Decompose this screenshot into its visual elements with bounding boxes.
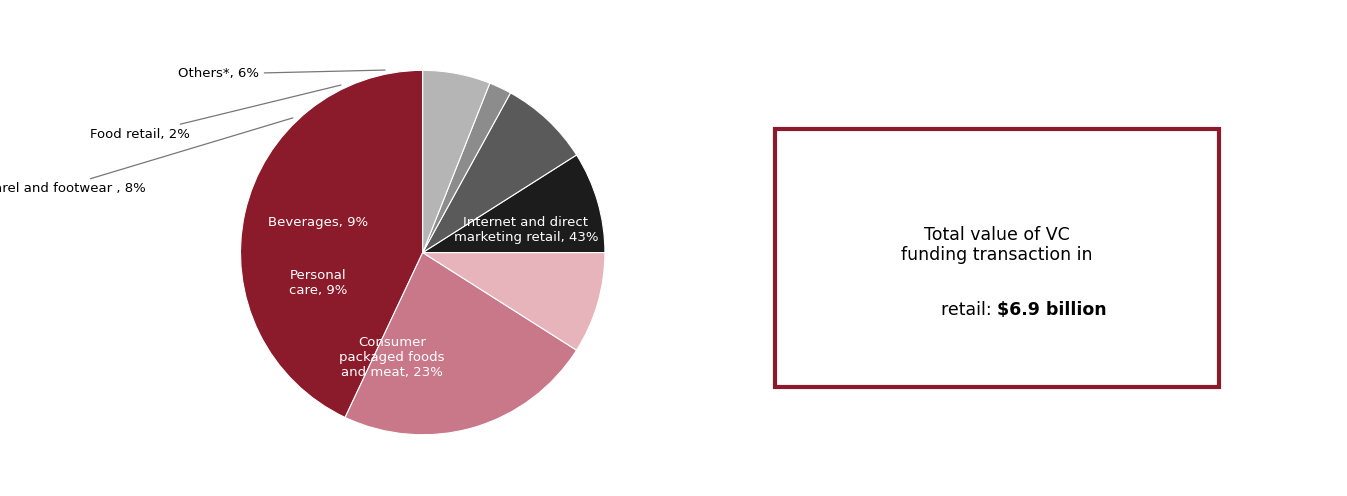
Text: Total value of VC
funding transaction in: Total value of VC funding transaction in bbox=[901, 226, 1092, 264]
Wedge shape bbox=[241, 70, 423, 418]
Wedge shape bbox=[423, 155, 605, 252]
Text: Personal
care, 9%: Personal care, 9% bbox=[288, 269, 348, 297]
Text: Internet and direct
marketing retail, 43%: Internet and direct marketing retail, 43… bbox=[454, 215, 598, 244]
Text: Consumer
packaged foods
and meat, 23%: Consumer packaged foods and meat, 23% bbox=[339, 336, 445, 379]
Text: Apparel and footwear , 8%: Apparel and footwear , 8% bbox=[0, 118, 292, 195]
Wedge shape bbox=[423, 93, 577, 252]
Wedge shape bbox=[345, 252, 577, 435]
FancyBboxPatch shape bbox=[775, 129, 1219, 387]
Wedge shape bbox=[423, 70, 490, 252]
Text: Others*, 6%: Others*, 6% bbox=[178, 67, 385, 80]
Text: $6.9 billion: $6.9 billion bbox=[997, 301, 1106, 318]
Text: retail:: retail: bbox=[940, 301, 997, 318]
Wedge shape bbox=[423, 252, 605, 350]
Wedge shape bbox=[423, 83, 511, 252]
Text: Beverages, 9%: Beverages, 9% bbox=[268, 216, 368, 229]
Text: Food retail, 2%: Food retail, 2% bbox=[90, 85, 341, 141]
